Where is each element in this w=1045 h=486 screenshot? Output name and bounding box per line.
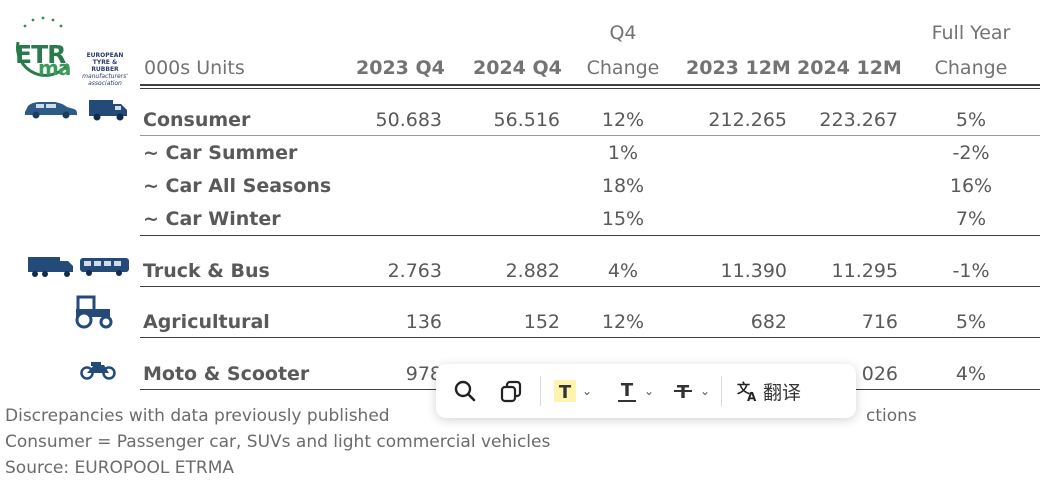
- cell-moto-scooter-2023q4: 978: [405, 363, 442, 385]
- row-label-car-winter: ~ Car Winter: [143, 208, 281, 230]
- tractor-icon: [75, 295, 113, 329]
- translate-button[interactable]: 文 A 翻译: [728, 371, 808, 411]
- cell-truck-bus-2024q4: 2.882: [505, 260, 560, 282]
- bus-icon: [80, 258, 129, 276]
- cell-truck-bus-2023-12m: 11.390: [720, 260, 787, 282]
- row-divider: [140, 135, 1040, 136]
- header-divider-2: [140, 88, 1040, 89]
- row-label-truck-bus: Truck & Bus: [143, 260, 270, 282]
- header-divider: [140, 84, 1040, 86]
- row-label-moto-scooter: Moto & Scooter: [143, 363, 310, 385]
- car-icon: [25, 102, 77, 119]
- copy-button[interactable]: [488, 371, 534, 411]
- svg-text:T: T: [559, 382, 572, 403]
- highlight-button[interactable]: T ⌄: [547, 371, 597, 411]
- search-icon: [454, 380, 476, 402]
- text-highlight-icon: T: [553, 380, 576, 403]
- cell-car-summer-fychg: -2%: [952, 142, 990, 164]
- cell-car-winter-fychg: 7%: [955, 208, 987, 230]
- cell-truck-bus-2023q4: 2.763: [387, 260, 442, 282]
- footnote-consumer-definition: Consumer = Passenger car, SUVs and light…: [5, 432, 551, 452]
- cell-moto-scooter-2024-12m: 026: [861, 363, 898, 385]
- cell-agricultural-2024q4: 152: [523, 311, 560, 333]
- svg-text:T: T: [677, 382, 690, 403]
- motorcycle-icon: [80, 362, 116, 380]
- header-2024-12m: 2024 12M: [797, 57, 902, 79]
- footnote-discrepancies: Discrepancies with data previously publi…: [5, 406, 390, 426]
- logo-letters: ETR: [15, 40, 66, 69]
- toolbar-separator: [540, 376, 541, 406]
- cell-agricultural-fychg: 5%: [955, 311, 987, 333]
- cell-truck-bus-q4chg: 4%: [607, 260, 639, 282]
- header-2023-q4: 2023 Q4: [356, 57, 445, 79]
- cell-truck-bus-fychg: -1%: [952, 260, 990, 282]
- text-underline-icon: T: [617, 380, 636, 402]
- header-q4-change-top: Q4: [609, 22, 637, 44]
- truck-icon: [28, 257, 73, 277]
- cell-truck-bus-2024-12m: 11.295: [831, 260, 898, 282]
- logo-subtitle: EUROPEAN TYRE & RUBBER manufacturers' as…: [82, 52, 128, 87]
- cell-consumer-2023q4: 50.683: [375, 109, 442, 131]
- cell-consumer-2024-12m: 223.267: [819, 109, 898, 131]
- footnote-discrepancies-end: ctions: [866, 406, 917, 426]
- cell-consumer-2023-12m: 212.265: [708, 109, 787, 131]
- header-full-year-top: Full Year: [931, 22, 1011, 44]
- row-divider: [140, 235, 1040, 236]
- text-strikethrough-icon: T: [673, 382, 692, 403]
- row-label-agricultural: Agricultural: [143, 311, 270, 333]
- underline-button[interactable]: T ⌄: [609, 371, 659, 411]
- row-divider: [140, 286, 1040, 287]
- cell-car-winter-q4chg: 15%: [601, 208, 645, 230]
- cell-car-all-seasons-fychg: 16%: [949, 175, 993, 197]
- header-q4-change-bottom: Change: [586, 57, 660, 79]
- footnote-source: Source: EUROPOOL ETRMA: [5, 458, 235, 478]
- svg-text:T: T: [621, 380, 634, 401]
- row-label-car-all-seasons: ~ Car All Seasons: [143, 175, 332, 197]
- text-selection-toolbar: T ⌄ T ⌄ T ⌄ 文 A 翻译: [436, 364, 856, 418]
- cell-consumer-q4chg: 12%: [601, 109, 645, 131]
- search-button[interactable]: [442, 371, 488, 411]
- copy-icon: [500, 380, 522, 403]
- chevron-down-icon: ⌄: [643, 384, 655, 398]
- strikethrough-button[interactable]: T ⌄: [665, 371, 715, 411]
- cell-consumer-fychg: 5%: [955, 109, 987, 131]
- cell-consumer-2024q4: 56.516: [493, 109, 560, 131]
- cell-agricultural-2024-12m: 716: [861, 311, 898, 333]
- header-2024-q4: 2024 Q4: [473, 57, 562, 79]
- cell-moto-scooter-fychg: 4%: [955, 363, 987, 385]
- svg-text:A: A: [747, 390, 757, 403]
- chevron-down-icon: ⌄: [699, 384, 711, 398]
- logo-star-ring-icon: [16, 16, 70, 77]
- cell-agricultural-q4chg: 12%: [601, 311, 645, 333]
- cell-agricultural-2023q4: 136: [405, 311, 442, 333]
- cell-agricultural-2023-12m: 682: [750, 311, 787, 333]
- translate-icon: 文 A: [737, 381, 757, 403]
- row-label-consumer: Consumer: [143, 109, 251, 131]
- header-2023-12m: 2023 12M: [686, 57, 791, 79]
- logo-letters-ma: ma: [38, 56, 71, 80]
- chevron-down-icon: ⌄: [581, 384, 593, 398]
- row-label-car-summer: ~ Car Summer: [143, 142, 298, 164]
- translate-label: 翻译: [762, 381, 801, 404]
- header-full-year-bottom: Change: [934, 57, 1008, 79]
- etrma-logo: ETR ma EUROPEAN TYRE & RUBBER manufactur…: [8, 12, 128, 87]
- toolbar-separator: [721, 376, 722, 406]
- cell-car-summer-q4chg: 1%: [607, 142, 639, 164]
- van-icon: [89, 100, 127, 121]
- cell-car-all-seasons-q4chg: 18%: [601, 175, 645, 197]
- row-divider: [140, 337, 1040, 338]
- svg-text:文: 文: [737, 381, 751, 397]
- header-units-label: 000s Units: [144, 57, 245, 79]
